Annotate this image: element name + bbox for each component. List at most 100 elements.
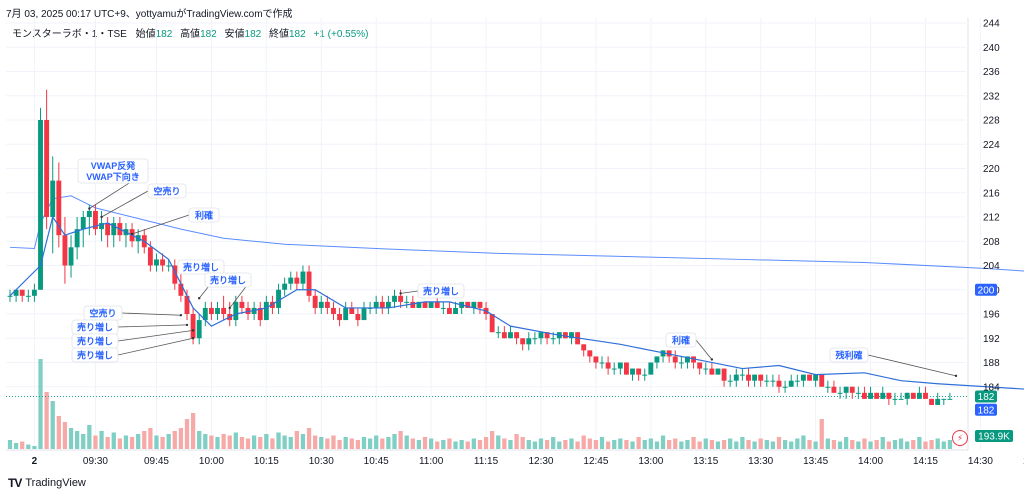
- candle: [843, 386, 849, 399]
- candle: [318, 295, 324, 314]
- candle: [770, 374, 776, 387]
- volume-bar: [782, 440, 788, 449]
- volume-bar: [313, 435, 318, 449]
- candle: [62, 217, 68, 284]
- candle-body: [544, 332, 550, 339]
- volume-bar: [825, 438, 830, 449]
- x-tick-label: 09:45: [144, 456, 169, 467]
- annotation-point: [228, 306, 231, 310]
- x-tick-label: 10:00: [199, 456, 224, 467]
- volume-bar: [599, 437, 605, 449]
- candle-body: [422, 301, 428, 308]
- candle-body: [31, 289, 37, 296]
- candle-body: [605, 362, 611, 369]
- volume-bar: [740, 437, 745, 449]
- x-tick-label: 11:00: [419, 456, 444, 467]
- candle: [276, 283, 281, 314]
- x-tick-label: 10:30: [309, 456, 334, 467]
- volume-bar: [404, 435, 409, 449]
- volume-bar: [892, 440, 898, 449]
- candle-body: [93, 210, 98, 230]
- candle-body: [233, 301, 239, 321]
- annotation-leader: [117, 324, 188, 328]
- candle: [593, 356, 599, 369]
- candle-body: [202, 307, 208, 321]
- candle-body: [526, 338, 532, 345]
- candle: [215, 301, 220, 321]
- volume-bar: [679, 441, 684, 449]
- volume-bar: [660, 435, 666, 449]
- candle: [221, 295, 227, 321]
- volume-bar: [441, 440, 446, 449]
- candle: [86, 204, 92, 236]
- y-tick-label: 216: [983, 188, 1000, 199]
- volume-bar: [386, 437, 391, 449]
- volume-bar: [728, 438, 733, 449]
- lightning-icon[interactable]: ⚡: [952, 430, 968, 446]
- candle-body: [788, 380, 794, 387]
- y-tick-label: 204: [983, 261, 1000, 272]
- candle-body: [68, 247, 74, 266]
- annotation-box: [71, 347, 119, 363]
- candle: [898, 392, 904, 400]
- price-badge-text: 182: [978, 392, 995, 403]
- volume-bar: [624, 440, 629, 449]
- candle-body: [440, 307, 446, 309]
- volume-bar: [227, 435, 232, 449]
- candle: [544, 332, 550, 345]
- volume-bar: [923, 441, 928, 449]
- candle-body: [288, 277, 294, 284]
- candle: [422, 301, 428, 308]
- candle-body: [282, 283, 288, 290]
- x-tick-label: 12:30: [528, 456, 553, 467]
- volume-bar: [831, 440, 837, 449]
- volume-bar: [294, 431, 299, 449]
- candle-body: [172, 265, 178, 284]
- candle: [19, 289, 25, 302]
- candle-body: [263, 301, 269, 321]
- annotation-box: [147, 183, 187, 199]
- candle: [532, 332, 538, 345]
- volume-bar: [862, 438, 867, 449]
- annotation-point: [399, 292, 402, 295]
- volume-bar: [44, 392, 49, 449]
- annotation-box: [204, 272, 252, 288]
- candle-body: [739, 374, 745, 376]
- candle-body: [825, 386, 831, 388]
- candle-body: [611, 368, 617, 370]
- volume-bar: [50, 401, 55, 449]
- candle-body: [398, 295, 404, 302]
- candle: [123, 223, 129, 248]
- y-tick-label: 220: [983, 164, 1000, 175]
- annotation-callout: 売り増し: [71, 337, 195, 363]
- x-tick-label: 13:30: [748, 456, 773, 467]
- volume-bar: [697, 441, 702, 449]
- candle: [910, 392, 916, 399]
- symbol-name[interactable]: モンスターラボ・1・TSE: [12, 29, 127, 40]
- volume-bar: [184, 419, 190, 449]
- candle: [721, 368, 727, 387]
- volume-bar: [569, 438, 574, 449]
- volume-bar: [868, 441, 873, 449]
- volume-bar: [453, 441, 458, 449]
- candle-body: [392, 295, 397, 302]
- volume-bar: [117, 438, 122, 449]
- volume-bar: [74, 431, 80, 449]
- high-label: 高値: [180, 29, 201, 40]
- volume-bar: [844, 437, 849, 449]
- annotation-text: 残利確: [835, 350, 862, 361]
- volume-bar: [880, 437, 885, 449]
- candle-body: [581, 344, 587, 351]
- candle: [428, 301, 434, 308]
- price-badge-bg: [975, 283, 997, 296]
- candle: [160, 253, 166, 272]
- annotation-point: [100, 215, 103, 219]
- candle-body: [508, 332, 513, 339]
- candle: [331, 301, 336, 321]
- candle-body: [446, 307, 452, 314]
- volume-bar: [813, 441, 818, 449]
- candle: [154, 253, 159, 272]
- candle-body: [550, 338, 556, 340]
- candle-body: [276, 289, 281, 308]
